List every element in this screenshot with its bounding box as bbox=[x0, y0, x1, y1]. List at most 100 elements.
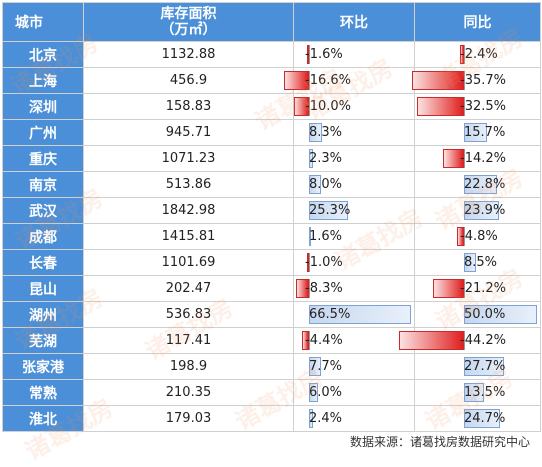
mom-cell: -4.4% bbox=[293, 327, 415, 354]
table-row: 深圳 158.83 -10.0% -32.5% bbox=[2, 93, 541, 120]
area-cell: 179.03 bbox=[83, 405, 294, 432]
city-cell: 芜湖 bbox=[2, 327, 84, 354]
inventory-table: 城市 库存面积 （万㎡） 环比 同比 北京 1132.88 -1.6% -2.4% 上海… bbox=[2, 2, 541, 432]
yoy-zero-line bbox=[464, 45, 465, 64]
mom-cell: 7.7% bbox=[293, 353, 415, 380]
mom-cell: -16.6% bbox=[283, 67, 415, 94]
header-city: 城市 bbox=[2, 2, 84, 42]
yoy-bar bbox=[460, 45, 464, 64]
yoy-label: 27.7% bbox=[464, 359, 506, 374]
mom-label: -8.3% bbox=[305, 281, 343, 296]
mom-label: 25.3% bbox=[309, 203, 351, 218]
mom-label: 8.3% bbox=[309, 125, 343, 140]
mom-bar bbox=[309, 305, 411, 324]
yoy-zero-line bbox=[464, 149, 465, 168]
header-area: 库存面积 （万㎡） bbox=[83, 2, 294, 42]
city-cell: 深圳 bbox=[2, 93, 84, 120]
area-cell: 1415.81 bbox=[83, 223, 294, 250]
mom-bar bbox=[309, 201, 348, 220]
mom-cell: -10.0% bbox=[293, 93, 415, 120]
table-row: 湖州 536.83 66.5% 50.0% bbox=[2, 301, 541, 328]
yoy-zero-line bbox=[464, 71, 465, 90]
yoy-label: 13.5% bbox=[464, 385, 506, 400]
mom-cell: 25.3% bbox=[293, 197, 415, 224]
yoy-zero-line bbox=[464, 331, 465, 350]
yoy-bar bbox=[399, 331, 464, 350]
yoy-cell: 13.5% bbox=[414, 379, 541, 406]
yoy-cell: -32.5% bbox=[414, 93, 541, 120]
yoy-zero-line bbox=[464, 97, 465, 116]
city-cell: 常熟 bbox=[2, 379, 84, 406]
mom-bar bbox=[309, 383, 319, 402]
mom-zero-line bbox=[309, 253, 310, 272]
yoy-label: -4.8% bbox=[460, 229, 498, 244]
yoy-bar bbox=[416, 97, 464, 116]
yoy-bar bbox=[464, 409, 501, 428]
mom-cell: 2.3% bbox=[293, 145, 415, 172]
table-row: 淮北 179.03 2.4% 24.7% bbox=[2, 405, 541, 432]
table-row: 重庆 1071.23 2.3% -14.2% bbox=[2, 145, 541, 172]
yoy-bar bbox=[464, 201, 499, 220]
city-cell: 广州 bbox=[2, 119, 84, 146]
mom-cell: -1.0% bbox=[293, 249, 415, 276]
mom-bar bbox=[309, 227, 312, 246]
yoy-cell: -35.7% bbox=[411, 67, 541, 94]
yoy-bar bbox=[464, 383, 484, 402]
table-row: 南京 513.86 8.0% 22.8% bbox=[2, 171, 541, 198]
mom-zero-line bbox=[309, 97, 310, 116]
table-row: 广州 945.71 8.3% 15.7% bbox=[2, 119, 541, 146]
area-cell: 210.35 bbox=[83, 379, 294, 406]
area-cell: 1132.88 bbox=[83, 41, 294, 68]
city-cell: 南京 bbox=[2, 171, 84, 198]
header-area-line1: 库存面积 bbox=[160, 6, 217, 22]
area-cell: 1071.23 bbox=[83, 145, 294, 172]
area-cell: 1101.69 bbox=[83, 249, 294, 276]
header-mom: 环比 bbox=[293, 2, 415, 42]
yoy-cell: -21.2% bbox=[414, 275, 541, 302]
yoy-label: 23.9% bbox=[464, 203, 506, 218]
mom-bar bbox=[309, 123, 322, 142]
mom-cell: 66.5% bbox=[293, 301, 415, 328]
mom-bar bbox=[306, 45, 309, 64]
mom-bar bbox=[309, 357, 321, 376]
yoy-label: 24.7% bbox=[464, 411, 506, 426]
yoy-cell: 15.7% bbox=[414, 119, 541, 146]
table-row: 北京 1132.88 -1.6% -2.4% bbox=[2, 41, 541, 68]
area-cell: 1842.98 bbox=[83, 197, 294, 224]
city-cell: 成都 bbox=[2, 223, 84, 250]
mom-bar bbox=[307, 253, 310, 272]
header-yoy: 同比 bbox=[414, 2, 541, 42]
table-row: 芜湖 117.41 -4.4% -44.2% bbox=[2, 327, 541, 354]
yoy-bar bbox=[464, 357, 505, 376]
yoy-cell: -44.2% bbox=[399, 327, 541, 354]
mom-cell: 1.6% bbox=[293, 223, 415, 250]
yoy-bar bbox=[464, 305, 537, 324]
mom-label: 7.7% bbox=[309, 359, 343, 374]
yoy-bar bbox=[464, 175, 498, 194]
yoy-cell: 23.9% bbox=[414, 197, 541, 224]
yoy-bar bbox=[443, 149, 464, 168]
area-cell: 202.47 bbox=[83, 275, 294, 302]
area-cell: 945.71 bbox=[83, 119, 294, 146]
mom-label: -1.6% bbox=[305, 47, 343, 62]
area-cell: 456.9 bbox=[83, 67, 294, 94]
yoy-cell: -14.2% bbox=[414, 145, 541, 172]
yoy-bar bbox=[464, 123, 487, 142]
mom-bar bbox=[283, 71, 309, 90]
city-cell: 长春 bbox=[2, 249, 84, 276]
mom-label: -1.0% bbox=[305, 255, 343, 270]
mom-cell: -8.3% bbox=[293, 275, 415, 302]
yoy-bar bbox=[411, 71, 464, 90]
table-row: 上海 456.9 -16.6% -35.7% bbox=[2, 67, 541, 94]
yoy-bar bbox=[456, 227, 464, 246]
mom-zero-line bbox=[309, 45, 310, 64]
yoy-zero-line bbox=[464, 227, 465, 246]
mom-zero-line bbox=[309, 71, 310, 90]
mom-cell: 2.4% bbox=[293, 405, 415, 432]
city-cell: 上海 bbox=[2, 67, 84, 94]
city-cell: 昆山 bbox=[2, 275, 84, 302]
yoy-bar bbox=[464, 253, 477, 272]
yoy-label: -21.2% bbox=[460, 281, 506, 296]
table-row: 常熟 210.35 6.0% 13.5% bbox=[2, 379, 541, 406]
mom-bar bbox=[296, 279, 309, 298]
